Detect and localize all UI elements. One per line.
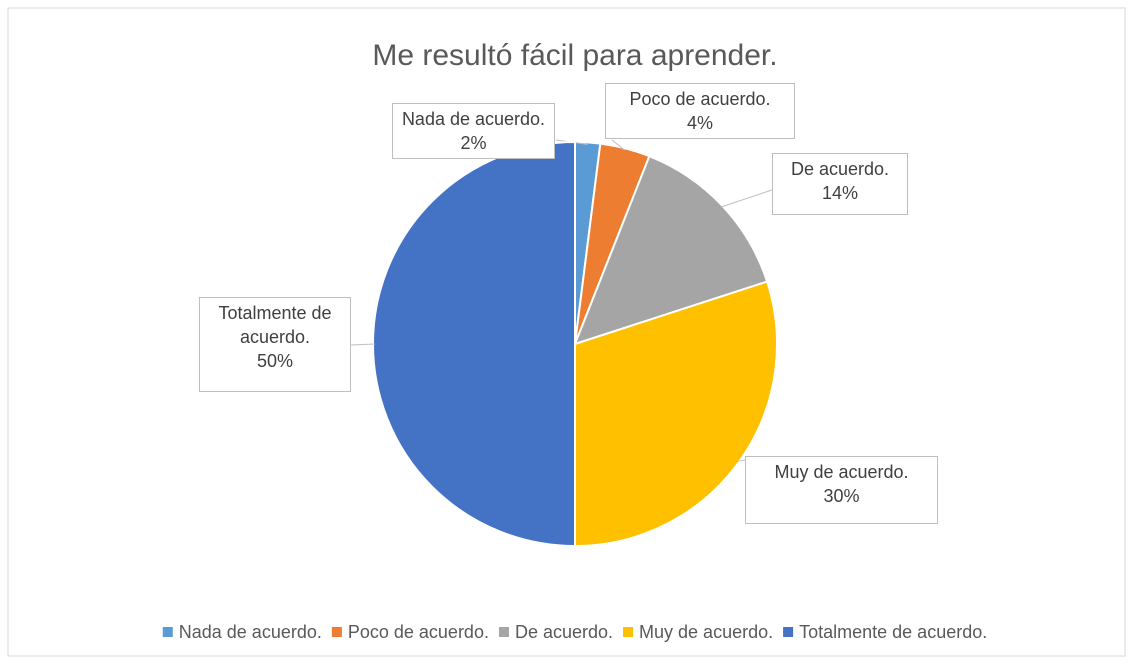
legend-marker [162,627,173,637]
legend-marker [498,627,509,637]
legend-marker [331,627,342,637]
data-label: Totalmente de acuerdo. 50% [199,297,351,392]
label-value: 50% [256,351,294,371]
label-category: Totalmente de acuerdo. [218,303,332,347]
data-label: Nada de acuerdo. 2% [392,103,555,159]
chart-title: Me resultó fácil para aprender. [372,39,777,72]
label-value: 2% [460,133,487,153]
label-value: 14% [821,183,859,203]
data-label: Muy de acuerdo. 30% [745,456,938,524]
legend-label: Nada de acuerdo. [179,622,322,642]
leader-line [611,139,626,151]
leader-line [736,459,746,463]
data-label: Poco de acuerdo. 4% [605,83,795,139]
legend-label: De acuerdo. [515,622,613,642]
data-label: De acuerdo. 14% [772,153,908,215]
label-category: De acuerdo. [790,159,890,179]
label-value: 30% [823,486,860,506]
leader-line [720,189,773,208]
legend-label: Poco de acuerdo. [348,622,489,642]
pie-slice [574,280,778,548]
legend-label: Muy de acuerdo. [639,622,773,642]
leader-line [350,343,376,346]
legend-marker [623,627,634,637]
label-value: 4% [686,113,713,133]
label-category: Muy de acuerdo. [774,462,909,482]
label-category: Nada de acuerdo. [401,109,546,129]
legend-marker [783,627,794,637]
label-category: Poco de acuerdo. [629,89,771,109]
legend-label: Totalmente de acuerdo. [799,622,987,642]
